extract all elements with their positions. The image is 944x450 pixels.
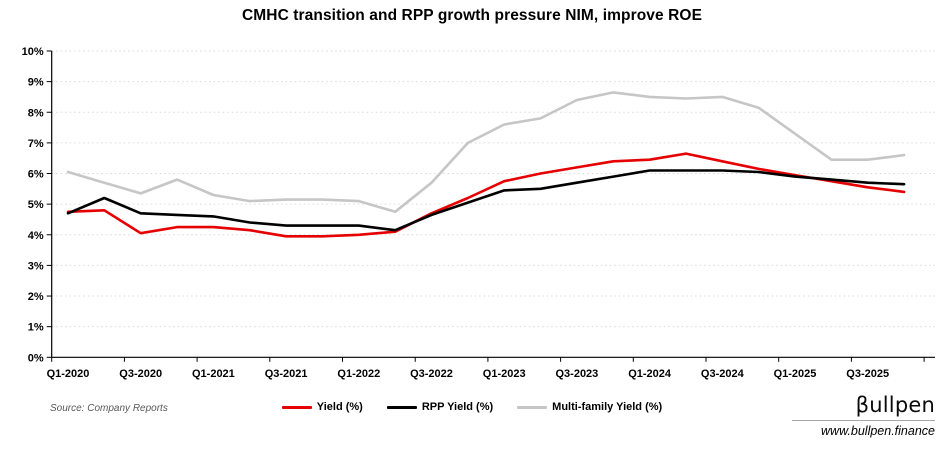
x-tick-label: Q1-2024: [628, 368, 672, 380]
legend-item-multi-family-yield: Multi-family Yield (%): [517, 401, 662, 413]
legend-item-rpp-yield: RPP Yield (%): [386, 401, 494, 413]
y-tick-label: 5%: [28, 199, 44, 211]
bullpen-logo: βullpen: [855, 393, 935, 417]
legend-label: RPP Yield (%): [421, 401, 494, 413]
legend-label: Multi-family Yield (%): [552, 401, 663, 413]
x-tick-label: Q1-2023: [483, 368, 526, 380]
legend-swatch-multi-family-yield: [517, 405, 548, 409]
y-tick-label: 4%: [28, 230, 44, 242]
x-tick-label: Q3-2024: [701, 368, 745, 380]
legend-label: Yield (%): [316, 401, 363, 413]
legend-item-yield: Yield (%): [281, 401, 363, 413]
brand-website: www.bullpen.finance: [821, 424, 935, 438]
y-tick-label: 2%: [28, 291, 44, 303]
y-tick-label: 1%: [28, 322, 44, 334]
y-tick-label: 10%: [22, 46, 44, 58]
brand-block: βullpen www.bullpen.finance: [792, 392, 935, 438]
x-tick-label: Q1-2020: [47, 368, 90, 380]
line-chart: 0% 1% 2% 3% 4% 5% 6% 7% 8% 9% 10% Q1-2020 Q3-2020 Q1-…: [22, 46, 935, 380]
chart-legend: Yield (%) RPP Yield (%) Multi-family Yield…: [0, 401, 944, 413]
series-line-rpp-yield: [66, 169, 906, 232]
series-line-multi-family-yield: [66, 91, 906, 214]
x-tick-label: Q3-2020: [119, 368, 162, 380]
series-line-yield: [66, 152, 906, 238]
x-tick-label: Q1-2021: [192, 368, 235, 380]
y-tick-label: 8%: [28, 107, 44, 119]
y-tick-label: 0%: [28, 352, 44, 364]
source-note: Source: Company Reports: [50, 403, 168, 414]
chart-title: CMHC transition and RPP growth pressure …: [241, 7, 703, 24]
x-tick-label: Q3-2021: [265, 368, 308, 380]
legend-swatch-rpp-yield: [386, 405, 417, 409]
y-tick-label: 6%: [28, 169, 44, 181]
y-tick-label: 3%: [28, 260, 44, 272]
y-tick-label: 7%: [28, 138, 44, 150]
brand-divider: [792, 420, 935, 421]
x-tick-label: Q3-2025: [846, 368, 889, 380]
y-tick-label: 9%: [28, 77, 44, 89]
legend-swatch-yield: [281, 405, 312, 409]
x-tick-label: Q3-2022: [410, 368, 453, 380]
x-tick-label: Q1-2022: [337, 368, 380, 380]
x-tick-label: Q1-2025: [774, 368, 817, 380]
x-tick-label: Q3-2023: [555, 368, 598, 380]
